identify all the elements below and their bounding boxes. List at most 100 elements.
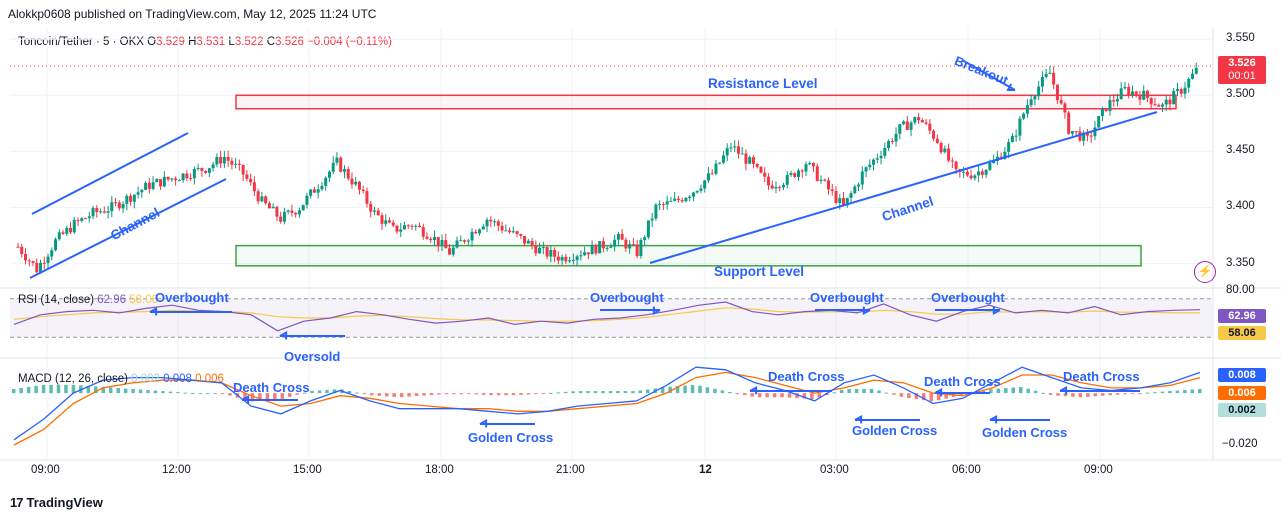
high-label: H <box>188 36 197 48</box>
candle-body <box>237 163 241 165</box>
oversold-label: Oversold <box>284 349 341 364</box>
macd-histogram-bar <box>1198 388 1202 394</box>
macd-histogram-bar <box>526 393 531 395</box>
candle-body <box>710 173 714 175</box>
candle-body <box>534 245 538 254</box>
candle-body <box>196 168 200 170</box>
candle-body <box>1172 91 1176 105</box>
death-cross-label-3: Death Cross <box>924 374 1001 389</box>
candle-body <box>42 262 46 264</box>
candle-body <box>222 157 226 164</box>
candle-body <box>342 169 346 172</box>
candle-body <box>688 196 692 199</box>
macd-histogram-bar <box>944 393 948 399</box>
candle-body <box>834 191 838 204</box>
candle-body <box>538 247 542 254</box>
candle-body <box>620 233 624 240</box>
x-tick-label: 21:00 <box>556 464 585 476</box>
macd-histogram-bar <box>959 393 963 396</box>
rsi-label[interactable]: RSI (14, close) <box>18 294 95 306</box>
macd-histogram-bar <box>71 384 76 394</box>
macd-histogram-bar <box>459 393 464 395</box>
macd-histogram-bar <box>847 388 851 394</box>
candle-body <box>590 244 594 255</box>
footer-brand[interactable]: 17 TradingView <box>10 495 103 510</box>
macd-histogram-bar <box>742 393 747 396</box>
x-tick-label: 12 <box>699 464 712 476</box>
macd-hist-badge: 0.002 <box>1218 403 1266 417</box>
candle-body <box>935 138 939 143</box>
candle-body <box>271 206 275 209</box>
macd-histogram-bar <box>877 390 881 394</box>
candle-body <box>65 227 69 234</box>
golden-cross-arrow-3-head <box>989 414 998 424</box>
candle-body <box>500 225 504 231</box>
candle-body <box>425 236 429 239</box>
macd-histogram-bar <box>839 389 844 394</box>
candle-body <box>1190 73 1194 79</box>
macd-line-value: 0.008 <box>163 373 192 385</box>
candle-body <box>200 168 204 171</box>
candle-body <box>170 178 174 180</box>
alert-bolt-icon[interactable]: ⚡ <box>1194 261 1216 283</box>
candle-body <box>144 182 148 190</box>
death-cross-label-2: Death Cross <box>768 369 845 384</box>
candle-body <box>1033 96 1037 100</box>
macd-histogram-bar <box>1101 393 1105 396</box>
macd-histogram-bar <box>996 388 1001 394</box>
candle-body <box>601 241 605 249</box>
candle-body <box>395 225 399 232</box>
candle-body <box>894 133 898 142</box>
macd-histogram-bar <box>496 393 501 396</box>
macd-histogram-bar <box>534 393 538 395</box>
candle-body <box>1104 108 1108 111</box>
death-cross-label-1: Death Cross <box>233 380 310 395</box>
candle-body <box>493 221 497 223</box>
macd-histogram-bar <box>467 393 471 395</box>
candle-body <box>485 219 489 227</box>
candle-body <box>215 156 219 165</box>
macd-histogram-bar <box>1190 389 1195 394</box>
candle-body <box>211 164 215 169</box>
candle-body <box>1108 100 1112 111</box>
candle-body <box>954 161 958 170</box>
candle-body <box>331 162 335 172</box>
macd-histogram-bar <box>176 392 180 394</box>
candle-body <box>1119 88 1123 100</box>
annotation-arrows <box>149 59 1140 428</box>
candle-body <box>117 202 121 209</box>
macd-histogram-bar <box>586 391 590 394</box>
candle-body <box>162 176 166 187</box>
rsi-badge: 62.96 <box>1218 309 1266 323</box>
price-tick-label: 3.350 <box>1226 256 1255 269</box>
candle-body <box>151 182 155 189</box>
resistance-zone <box>235 94 1177 110</box>
macd-histogram-bar <box>49 384 53 394</box>
candle-body <box>661 204 665 206</box>
golden-cross-label-2: Golden Cross <box>852 423 938 438</box>
candle-body <box>372 210 376 212</box>
candle-body <box>444 240 448 249</box>
candle-body <box>1142 90 1146 100</box>
candle-body <box>241 164 245 175</box>
candle-body <box>1044 73 1048 77</box>
candle-body <box>496 221 500 226</box>
macd-label[interactable]: MACD (12, 26, close) <box>18 373 128 385</box>
candle-body <box>418 225 422 227</box>
candle-body <box>950 160 954 162</box>
macd-histogram-bar <box>347 390 352 394</box>
candle-body <box>902 121 906 125</box>
macd-histogram-bar <box>384 393 389 397</box>
macd-histogram-bar <box>1004 388 1008 394</box>
candle-body <box>1007 142 1011 152</box>
candle-body <box>185 173 189 179</box>
x-tick-label: 09:00 <box>31 464 60 476</box>
macd-signal-badge: 0.006 <box>1218 386 1266 400</box>
candle-body <box>778 186 782 188</box>
candle-body <box>181 173 185 181</box>
candle-body <box>110 202 114 212</box>
macd-histogram-bar <box>675 386 680 394</box>
candle-body <box>759 166 763 173</box>
candle-body <box>845 197 849 206</box>
